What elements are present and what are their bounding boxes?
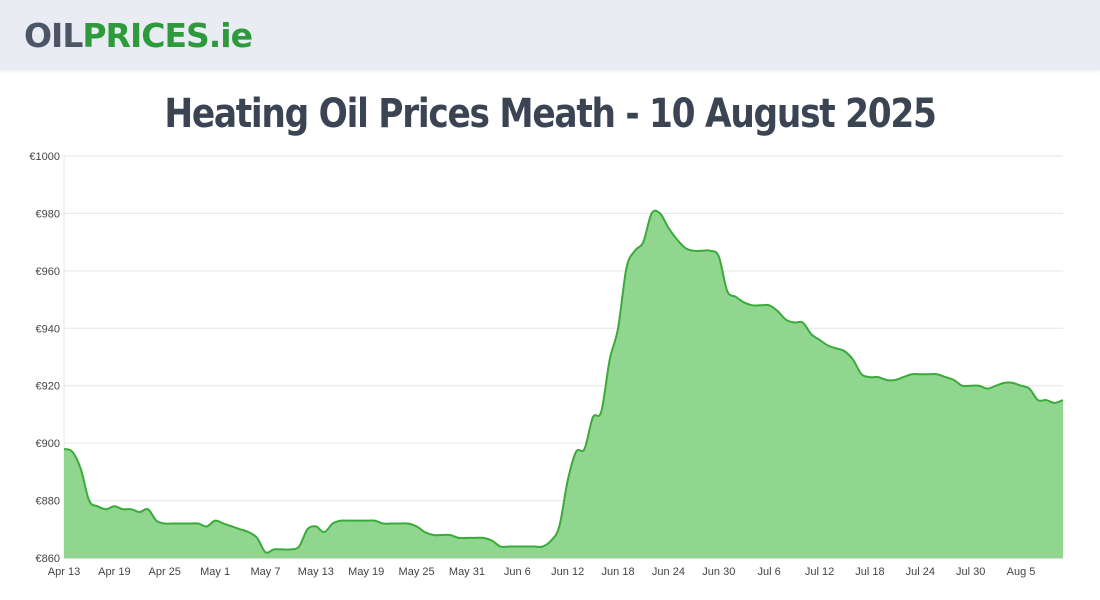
site-header: OILPRICES.ie [0,0,1100,70]
y-tick-label: €860 [36,553,60,565]
x-tick-label: Apr 13 [48,566,80,578]
price-chart: €860 €880 €900 €920 €940 €960 €980 €1000 Apr 13… [29,151,1064,578]
x-tick-label: Jun 18 [602,566,635,578]
site-logo[interactable]: OILPRICES.ie [24,14,253,58]
x-tick-label: Jun 6 [504,566,531,578]
y-tick-label: €1000 [29,151,60,163]
x-tick-label: Jul 6 [758,566,781,578]
x-tick-label: May 25 [399,566,435,578]
logo-text-oil: OIL [24,16,83,55]
x-tick-label: Jul 30 [956,566,985,578]
price-line [63,209,1064,554]
x-tick-label: May 13 [298,566,334,578]
x-tick-label: Jul 12 [805,566,834,578]
y-axis: €860 €880 €900 €920 €940 €960 €980 €1000 [29,151,60,565]
x-tick-label: May 7 [250,566,280,578]
x-axis: Apr 13 Apr 19 Apr 25 May 1 May 7 May 13 May 19… [48,566,1036,578]
y-tick-label: €880 [36,496,60,508]
y-tick-label: €960 [36,266,60,278]
price-area [64,210,1063,558]
x-tick-label: Aug 5 [1007,566,1036,578]
y-tick-label: €900 [36,438,60,450]
x-tick-label: May 19 [348,566,384,578]
y-tick-label: €940 [36,323,60,335]
x-tick-label: May 1 [200,566,230,578]
y-tick-label: €980 [36,208,60,220]
x-tick-label: Jun 30 [702,566,735,578]
x-tick-label: Apr 19 [98,566,130,578]
y-tick-label: €920 [36,381,60,393]
x-tick-label: Jun 24 [652,566,685,578]
x-tick-label: May 31 [449,566,485,578]
chart-grid [63,155,1063,559]
x-tick-label: Apr 25 [149,566,181,578]
x-tick-label: Jun 12 [551,566,584,578]
page-title: Heating Oil Prices Meath - 10 August 202… [164,91,937,137]
x-tick-label: Jul 18 [855,566,884,578]
logo-text-prices: PRICES.ie [82,16,253,55]
x-tick-label: Jul 24 [906,566,935,578]
